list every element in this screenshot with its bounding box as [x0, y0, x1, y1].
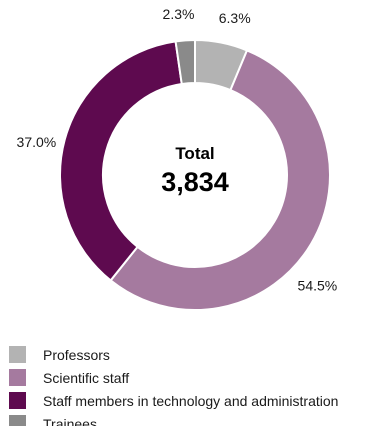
legend-label: Trainees [43, 415, 97, 426]
slice-scientific-staff [109, 49, 331, 311]
value-label-staff-members-in-technology-and-administration: 37.0% [17, 134, 57, 150]
value-label-professors: 6.3% [219, 10, 251, 26]
slice-staff-members-in-technology-and-administration [59, 40, 183, 282]
legend-swatch [9, 392, 26, 409]
legend-swatch [9, 415, 26, 426]
legend-item: Professors [9, 343, 381, 366]
center-total-title: Total [175, 144, 214, 163]
legend-label: Scientific staff [43, 369, 130, 386]
legend-item: Staff members in technology and administ… [9, 389, 381, 412]
legend-item: Trainees [9, 412, 381, 426]
slice-value-labels: 6.3% 54.5% 37.0% 2.3% [17, 6, 338, 294]
value-label-scientific-staff: 54.5% [298, 278, 338, 294]
legend-label: Professors [43, 346, 110, 363]
slice-trainees [174, 38, 196, 86]
value-label-trainees: 2.3% [163, 6, 195, 22]
legend-swatch [9, 369, 26, 386]
donut-slices [59, 38, 331, 311]
chart-legend: Professors Scientific staff Staff members … [9, 343, 381, 426]
center-total-value: 3,834 [161, 167, 229, 197]
legend-label: Staff members in technology and administ… [43, 392, 339, 409]
legend-item: Scientific staff [9, 366, 381, 389]
legend-swatch [9, 346, 26, 363]
